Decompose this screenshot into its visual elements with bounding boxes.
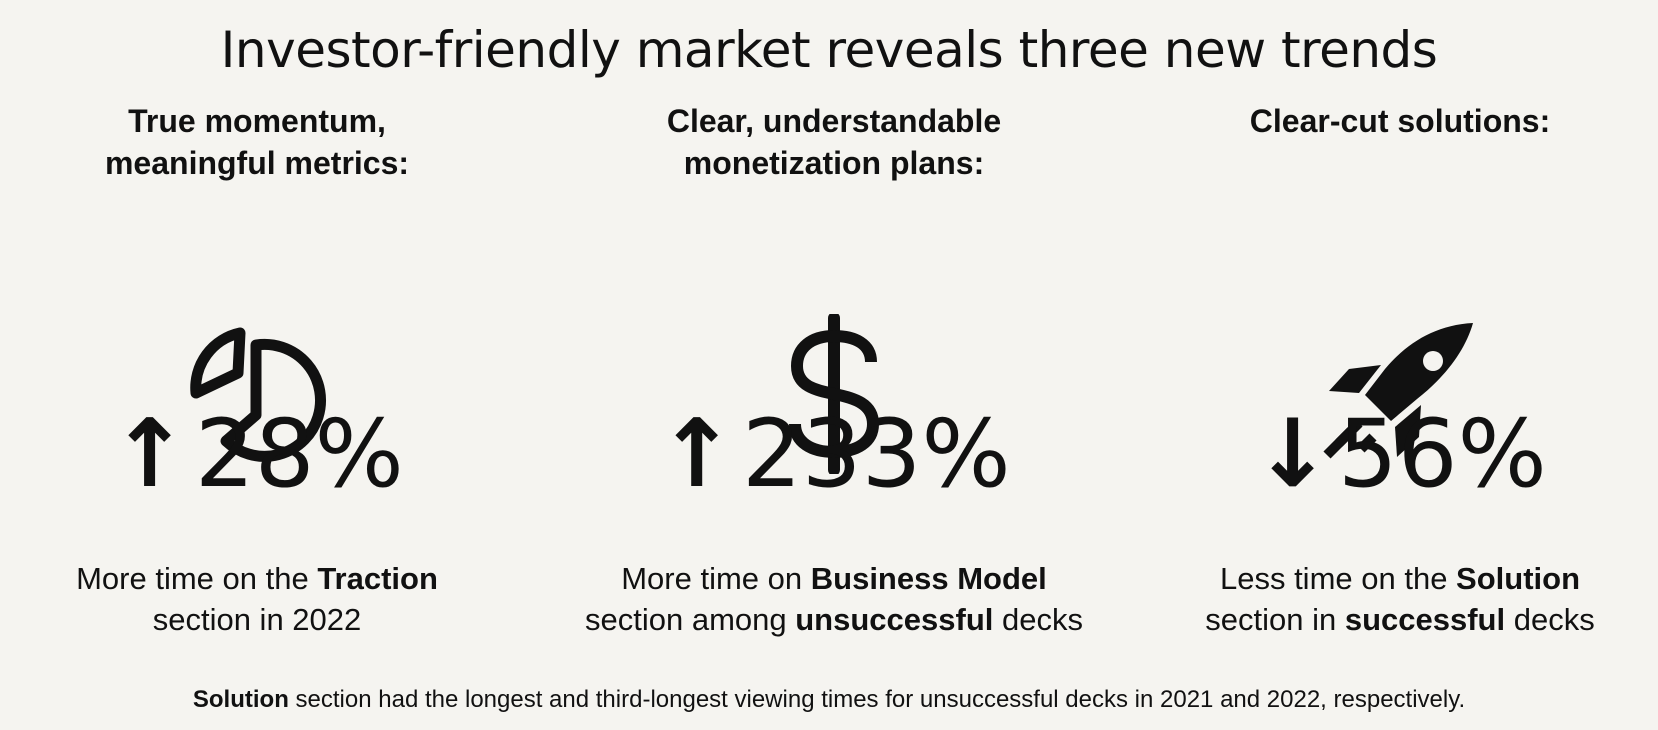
desc-bold: Business Model: [810, 561, 1047, 596]
rocket-icon: [1140, 312, 1658, 476]
trend-description: More time on the Traction section in 202…: [0, 558, 517, 640]
footnote-bold: Solution: [192, 686, 289, 713]
trend-column-traction: True momentum, meaningful metrics: ↑ 28%…: [0, 100, 517, 637]
desc-bold: Solution: [1456, 561, 1581, 596]
page-title: Investor-friendly market reveals three n…: [220, 21, 1438, 79]
trend-stat: ↑ 28%: [0, 400, 517, 510]
dollar-sign-icon-graphic: [789, 314, 880, 474]
desc-text: More time on the: [76, 561, 318, 596]
trend-description: More time on Business Model section amon…: [574, 558, 1094, 640]
trend-column-business-model: Clear, understandable monetization plans…: [574, 100, 1094, 637]
trend-stat: ↓ 56%: [1140, 400, 1658, 510]
desc-text: section in 2022: [152, 602, 362, 637]
desc-text: Less time on the: [1219, 561, 1457, 596]
trend-stat: ↑ 233%: [574, 400, 1094, 510]
trend-heading-line2: meaningful metrics:: [104, 145, 410, 181]
footnote-text: section had the longest and third-longes…: [288, 686, 1466, 713]
footnote: Solution section had the longest and thi…: [0, 684, 1658, 716]
trend-heading-line1: Clear-cut solutions:: [1249, 103, 1551, 139]
rocket-icon-graphic: [1323, 323, 1473, 459]
trend-heading: Clear-cut solutions:: [1140, 100, 1658, 184]
desc-bold: Traction: [317, 561, 438, 596]
down-arrow-icon: ↓: [1253, 400, 1332, 509]
trend-stat-value: 233%: [742, 400, 1011, 509]
trend-heading-line1: True momentum,: [128, 103, 386, 139]
trend-heading-line2: monetization plans:: [683, 145, 985, 181]
trend-heading-line1: Clear, understandable: [666, 103, 1002, 139]
up-arrow-icon: ↑: [110, 400, 189, 509]
pie-chart-icon: [0, 312, 517, 476]
dollar-sign-icon: [574, 312, 1094, 476]
desc-text: section among: [585, 602, 796, 637]
desc-text: More time on: [621, 561, 811, 596]
up-arrow-icon: ↑: [657, 400, 736, 509]
trend-heading: Clear, understandable monetization plans…: [574, 100, 1094, 184]
desc-text: decks: [993, 602, 1083, 637]
desc-bold: successful: [1344, 602, 1506, 637]
trend-heading: True momentum, meaningful metrics:: [0, 100, 517, 184]
desc-bold: unsuccessful: [795, 602, 994, 637]
trend-stat-value: 56%: [1337, 400, 1547, 509]
trend-description: Less time on the Solution section in suc…: [1140, 558, 1658, 640]
trend-stat-value: 28%: [194, 400, 404, 509]
trend-column-solution: Clear-cut solutions: ↓ 56% Less time on …: [1140, 100, 1658, 637]
pie-chart-icon-graphic: [190, 327, 326, 462]
desc-text: decks: [1505, 602, 1595, 637]
desc-text: section in: [1205, 602, 1345, 637]
